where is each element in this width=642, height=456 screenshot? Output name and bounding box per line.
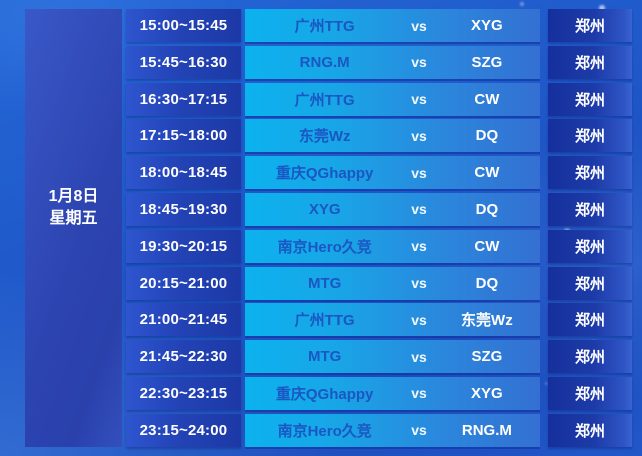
- vs-label: vs: [411, 17, 427, 34]
- vs-label: vs: [411, 238, 427, 255]
- bokeh-dot: [599, 5, 605, 11]
- match-cell: 重庆QGhappy vs CW: [245, 156, 540, 190]
- team2-name: DQ: [475, 274, 499, 292]
- weekday-label: 星期五: [49, 210, 98, 227]
- schedule-row: 21:00~21:45 广州TTG vs 东莞Wz 郑州: [126, 303, 632, 337]
- team2-name: SZG: [471, 53, 503, 71]
- venue-cell: 郑州: [548, 192, 632, 226]
- team1-name: 南京Hero久竞: [277, 238, 372, 256]
- match-cell: 南京Hero久竞 vs CW: [245, 229, 540, 263]
- team2-name: CW: [474, 90, 500, 108]
- venue-cell: 郑州: [548, 266, 632, 300]
- time-slot: 18:45~19:30: [126, 192, 241, 226]
- schedule-row: 19:30~20:15 南京Hero久竞 vs CW 郑州: [126, 229, 632, 263]
- match-cell: RNG.M vs SZG: [245, 45, 540, 79]
- match-cell: MTG vs SZG: [245, 340, 540, 374]
- team2-name: DQ: [475, 127, 499, 145]
- match-cell: 南京Hero久竞 vs RNG.M: [245, 413, 540, 447]
- schedule-row: 15:45~16:30 RNG.M vs SZG 郑州: [126, 45, 632, 79]
- match-cell: XYG vs DQ: [245, 192, 540, 226]
- team2-name: XYG: [471, 17, 503, 34]
- venue-cell: 郑州: [548, 229, 632, 263]
- team1-name: 东莞Wz: [298, 128, 351, 146]
- date-label: 1月8日: [48, 188, 99, 205]
- vs-label: vs: [411, 91, 427, 108]
- team1-name: 重庆QGhappy: [275, 385, 374, 403]
- time-slot: 21:45~22:30: [126, 340, 241, 374]
- time-slot: 20:15~21:00: [126, 266, 241, 300]
- vs-label: vs: [411, 54, 427, 71]
- schedule-row: 18:00~18:45 重庆QGhappy vs CW 郑州: [126, 156, 632, 190]
- venue-cell: 郑州: [548, 340, 632, 374]
- match-cell: MTG vs DQ: [245, 266, 540, 300]
- venue-cell: 郑州: [548, 413, 632, 447]
- team1-name: XYG: [308, 200, 341, 218]
- time-slot: 23:15~24:00: [126, 413, 241, 447]
- team1-name: MTG: [307, 348, 342, 366]
- vs-label: vs: [411, 385, 427, 402]
- team2-name: SZG: [471, 348, 503, 366]
- team1-name: MTG: [307, 274, 342, 292]
- team2-name: XYG: [471, 384, 503, 402]
- schedule-row: 23:15~24:00 南京Hero久竞 vs RNG.M 郑州: [126, 413, 632, 447]
- vs-label: vs: [411, 422, 427, 439]
- schedule-row: 16:30~17:15 广州TTG vs CW 郑州: [126, 82, 632, 116]
- team2-name: CW: [474, 164, 500, 182]
- bokeh-dot: [545, 382, 548, 385]
- schedule-row: 17:15~18:00 东莞Wz vs DQ 郑州: [126, 119, 632, 153]
- match-cell: 广州TTG vs XYG: [245, 9, 540, 42]
- time-slot: 15:45~16:30: [126, 45, 241, 79]
- team2-name: RNG.M: [461, 421, 512, 439]
- venue-cell: 郑州: [548, 9, 632, 42]
- venue-cell: 郑州: [548, 82, 632, 116]
- schedule-row: 18:45~19:30 XYG vs DQ 郑州: [126, 192, 632, 226]
- match-cell: 广州TTG vs CW: [245, 82, 540, 116]
- vs-label: vs: [411, 348, 427, 365]
- schedule-rows: 15:00~15:45 广州TTG vs XYG 郑州 15:45~16:30 …: [126, 9, 632, 451]
- schedule-row: 21:45~22:30 MTG vs SZG 郑州: [126, 340, 632, 374]
- time-slot: 16:30~17:15: [126, 82, 241, 116]
- vs-label: vs: [411, 164, 427, 181]
- time-slot: 18:00~18:45: [126, 156, 241, 190]
- team1-name: 广州TTG: [294, 91, 355, 109]
- team1-name: 广州TTG: [294, 18, 355, 35]
- venue-cell: 郑州: [548, 45, 632, 79]
- match-cell: 东莞Wz vs DQ: [245, 119, 540, 153]
- venue-cell: 郑州: [548, 376, 632, 410]
- vs-label: vs: [411, 127, 427, 144]
- team1-name: 南京Hero久竞: [277, 422, 372, 440]
- vs-label: vs: [411, 201, 427, 218]
- venue-cell: 郑州: [548, 156, 632, 190]
- schedule-row: 20:15~21:00 MTG vs DQ 郑州: [126, 266, 632, 300]
- vs-label: vs: [411, 311, 427, 328]
- time-slot: 17:15~18:00: [126, 119, 241, 153]
- time-slot: 21:00~21:45: [126, 303, 241, 337]
- schedule-row: 22:30~23:15 重庆QGhappy vs XYG 郑州: [126, 376, 632, 410]
- venue-cell: 郑州: [548, 119, 632, 153]
- time-slot: 19:30~20:15: [126, 229, 241, 263]
- team1-name: 重庆QGhappy: [275, 165, 374, 183]
- time-slot: 15:00~15:45: [126, 9, 241, 42]
- team2-name: DQ: [475, 200, 499, 218]
- match-cell: 重庆QGhappy vs XYG: [245, 376, 540, 410]
- team2-name: CW: [474, 237, 500, 255]
- bokeh-dot: [520, 2, 524, 6]
- team2-name: 东莞Wz: [461, 312, 513, 330]
- venue-cell: 郑州: [548, 303, 632, 337]
- match-cell: 广州TTG vs 东莞Wz: [245, 303, 540, 337]
- date-panel: 1月8日 星期五: [25, 9, 122, 447]
- team1-name: RNG.M: [299, 53, 350, 71]
- time-slot: 22:30~23:15: [126, 376, 241, 410]
- vs-label: vs: [411, 275, 427, 292]
- schedule-row: 15:00~15:45 广州TTG vs XYG 郑州: [126, 9, 632, 42]
- team1-name: 广州TTG: [294, 312, 355, 330]
